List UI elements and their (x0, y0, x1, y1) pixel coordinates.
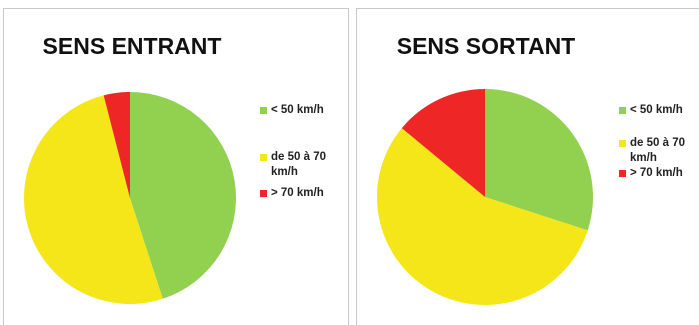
legend-item-50-to-70: de 50 à 70 km/h (619, 136, 691, 166)
pie-slice-50-to-70 (23, 95, 163, 305)
legend-item-over-70: > 70 km/h (260, 186, 346, 201)
legend-label-over-70: > 70 km/h (630, 167, 683, 179)
pie-slice-under-50 (485, 89, 593, 231)
chart-panel-sortant: SENS SORTANT < 50 km/h de 50 à 70 km/h >… (356, 8, 699, 325)
legend-swatch-green (619, 107, 626, 114)
legend-label-under-50: < 50 km/h (271, 104, 324, 116)
legend-label-under-50: < 50 km/h (630, 104, 683, 116)
legend-label-50-to-70: de 50 à 70 km/h (630, 137, 685, 164)
legend-item-over-70: > 70 km/h (619, 166, 691, 181)
legend-swatch-yellow (260, 154, 267, 161)
chart-title-sortant: SENS SORTANT (396, 33, 576, 59)
legend-item-under-50: < 50 km/h (260, 103, 346, 118)
pie-chart-entrant (23, 92, 236, 305)
legend-item-under-50: < 50 km/h (619, 103, 691, 118)
chart-title-entrant: SENS ENTRANT (42, 33, 222, 59)
legend-swatch-green (260, 107, 267, 114)
pie-slice-over-70 (401, 89, 485, 197)
pie-slice-over-70 (103, 92, 130, 198)
pie-slice-under-50 (130, 92, 236, 299)
legend-item-50-to-70: de 50 à 70 km/h (260, 150, 346, 180)
legend-swatch-yellow (619, 140, 626, 147)
legend-label-over-70: > 70 km/h (271, 187, 324, 199)
chart-panel-entrant: SENS ENTRANT < 50 km/h de 50 à 70 km/h >… (3, 8, 349, 325)
legend-swatch-red (260, 190, 267, 197)
legend-swatch-red (619, 170, 626, 177)
pie-slice-50-to-70 (376, 128, 588, 306)
pie-chart-sortant (376, 89, 593, 306)
legend-label-50-to-70: de 50 à 70 km/h (271, 151, 326, 178)
